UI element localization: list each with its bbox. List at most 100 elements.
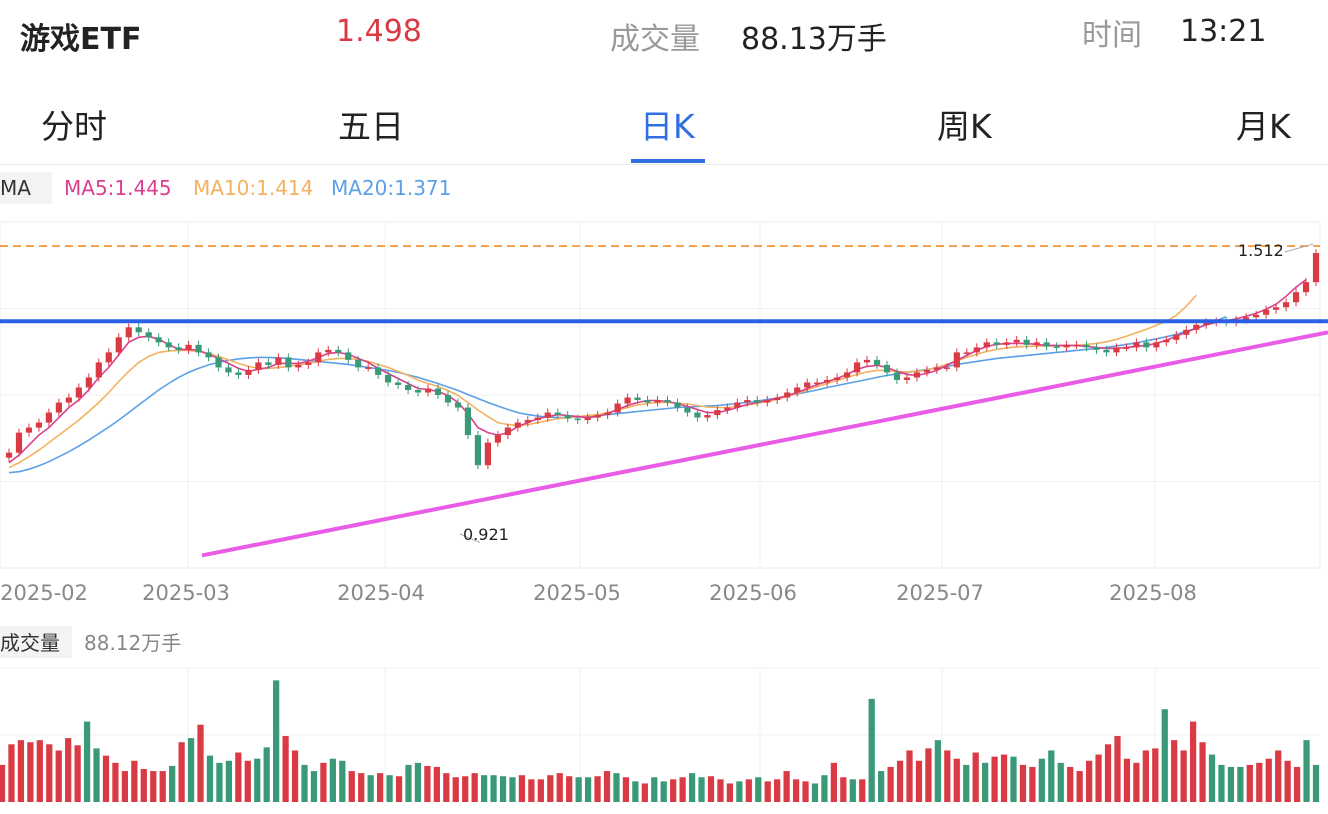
volume-bar: [386, 775, 393, 802]
candle: [434, 388, 442, 395]
volume-bar: [1171, 740, 1178, 802]
tab-five-day[interactable]: 五日: [338, 107, 404, 146]
volume-bar: [310, 771, 318, 802]
candle: [125, 327, 132, 338]
candle: [255, 362, 262, 370]
volume-bar: [915, 760, 923, 802]
volume-bar: [235, 752, 242, 802]
candle: [704, 415, 711, 418]
volume-bar: [197, 724, 204, 802]
volume-bar: [688, 773, 696, 802]
volume-bar: [594, 776, 601, 802]
candle: [1103, 349, 1110, 353]
volume-bar: [717, 779, 724, 802]
volume-bar: [726, 783, 734, 802]
volume-bar: [102, 755, 110, 802]
volume-bar: [811, 783, 819, 802]
candle: [355, 359, 362, 368]
volume-bar: [206, 755, 214, 802]
volume-bar: [1312, 764, 1320, 802]
volume-bar: [1180, 750, 1187, 802]
volume-bar: [963, 764, 970, 802]
volume-bar: [679, 777, 686, 802]
volume-bar: [792, 779, 800, 802]
volume-bar: [1303, 740, 1310, 802]
candle: [25, 427, 33, 433]
x-tick-label: 2025-06: [709, 581, 797, 605]
candle: [165, 342, 172, 348]
volume-bar: [36, 740, 43, 802]
candle: [395, 382, 402, 385]
trend-line: [201, 330, 1328, 558]
candle: [484, 442, 491, 466]
volume-bar: [433, 766, 440, 802]
candle: [275, 357, 282, 365]
volume-bar: [1227, 766, 1235, 802]
volume-bar: [509, 777, 516, 802]
candle: [295, 364, 302, 368]
candle: [774, 397, 781, 401]
volume-bar: [1114, 736, 1121, 802]
tab-weekly-k[interactable]: 周K: [937, 107, 992, 146]
tab-daily-k[interactable]: 日K: [640, 107, 695, 146]
candle: [504, 427, 511, 436]
candle: [863, 359, 871, 363]
candle: [1263, 309, 1270, 315]
volume-bar: [575, 777, 582, 802]
candle: [843, 372, 851, 378]
volume-bar: [566, 776, 573, 802]
candle: [1073, 344, 1080, 347]
candle: [454, 402, 462, 408]
volume-bar: [982, 762, 989, 802]
candle: [414, 389, 422, 393]
volume-bar: [755, 777, 762, 802]
candle: [634, 397, 641, 401]
candle: [1003, 342, 1010, 345]
volume-bar: [613, 773, 620, 802]
candle: [35, 422, 43, 428]
volume-bar: [1189, 721, 1197, 802]
active-tab-indicator: [631, 159, 705, 163]
x-tick-label: 2025-07: [896, 581, 984, 605]
candle: [714, 410, 721, 416]
tab-intraday[interactable]: 分时: [41, 107, 107, 146]
volume-bar: [944, 750, 951, 802]
candle: [135, 327, 142, 333]
candle: [554, 412, 561, 416]
volume-bar: [1265, 758, 1272, 802]
volume-bar: [414, 762, 422, 802]
ma5-line: [8, 279, 1307, 464]
period-tabs: 分时 五日 日K 周K 月K: [0, 92, 1328, 165]
x-tick-label: 2025-02: [0, 581, 88, 605]
volume-bar: [1095, 754, 1102, 802]
ma-tag[interactable]: MA: [0, 176, 31, 200]
tab-monthly-k[interactable]: 月K: [1236, 107, 1291, 146]
candle: [893, 372, 901, 380]
volume-bar: [46, 744, 53, 802]
volume-bar: [1199, 742, 1206, 802]
candle: [1033, 342, 1040, 345]
volume-bar: [660, 781, 667, 802]
volume-bar: [443, 773, 450, 802]
legend-ma5: MA5:1.445: [64, 176, 172, 200]
candle: [85, 377, 92, 388]
candle: [853, 362, 861, 373]
volume-bar: [745, 779, 752, 802]
volume-bar: [405, 764, 412, 802]
candle: [1163, 339, 1170, 343]
volume-bar: [74, 745, 81, 802]
volume-bar: [537, 779, 544, 802]
candle: [903, 377, 911, 380]
volume-bar: [584, 777, 592, 802]
volume-bar: [1237, 766, 1244, 802]
volume-bar: [698, 777, 705, 802]
candle: [614, 403, 621, 413]
volume-title[interactable]: 成交量: [0, 631, 60, 655]
volume-bar: [225, 760, 232, 802]
volume-bar: [490, 775, 497, 802]
candle: [1053, 346, 1060, 348]
candle: [45, 412, 53, 423]
candle: [205, 352, 212, 358]
volume-bar: [707, 776, 715, 802]
